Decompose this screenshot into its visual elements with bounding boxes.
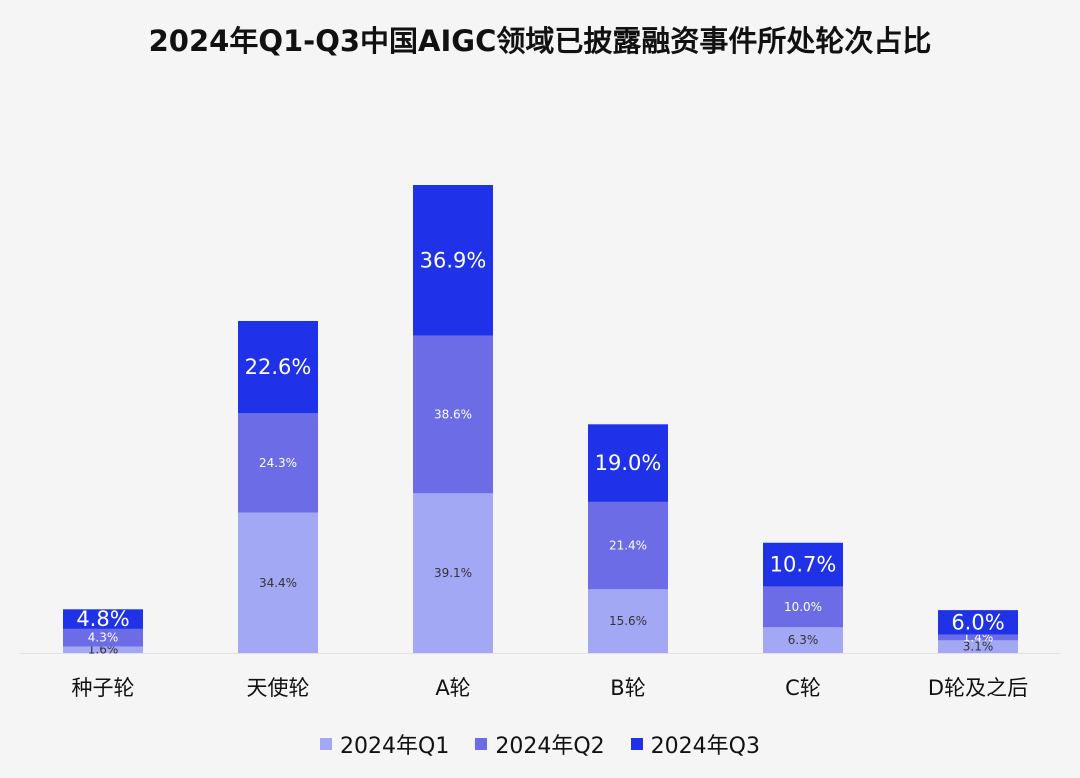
data-label: 4.8% [76,607,129,631]
legend-item: 2024年Q3 [630,728,760,760]
bar-segment [938,634,1018,641]
bar-segment [588,589,668,653]
legend: 2024年Q1 2024年Q2 2024年Q3 [0,728,1080,760]
bar-segment [938,610,1018,635]
data-label: 39.1% [434,566,472,580]
bar-segment [63,646,143,653]
bar-segment [763,627,843,653]
bar-segment [588,424,668,502]
legend-item: 2024年Q2 [475,728,605,760]
category-label: 种子轮 [72,676,135,700]
data-label: 10.7% [770,553,837,577]
bar-segment [413,493,493,653]
data-label: 36.9% [420,248,487,272]
bar-segment [763,586,843,628]
bar-segment [238,512,318,653]
data-label: 4.3% [88,631,119,645]
chart-title: 2024年Q1-Q3中国AIGC领域已披露融资事件所处轮次占比 [148,24,932,58]
legend-label: 2024年Q3 [650,734,760,759]
legend-label: 2024年Q2 [495,734,605,759]
data-label: 34.4% [259,576,297,590]
legend-item: 2024年Q1 [320,728,449,760]
data-label: 21.4% [609,539,647,553]
data-label: 24.3% [259,456,297,470]
data-label: 22.6% [245,355,312,379]
bar-segment [63,628,143,647]
legend-swatch [630,738,643,750]
category-label: B轮 [610,676,645,700]
bar-segment [588,501,668,590]
legend-swatch [475,738,488,750]
bar-segment [413,335,493,494]
bar-segment [763,542,843,587]
data-label: 6.3% [788,633,819,647]
data-label: 38.6% [434,408,472,422]
bar-segment [63,609,143,629]
legend-label: 2024年Q1 [340,734,450,759]
legend-swatch [320,738,333,750]
category-label: D轮及之后 [928,676,1028,700]
bar-segment [938,640,1018,653]
data-label: 6.0% [951,610,1004,634]
bar-segment [413,185,493,336]
data-label: 15.6% [609,614,647,628]
bar-segment [238,320,318,414]
data-label: 19.0% [595,451,662,475]
bar-segment [238,413,318,513]
category-label: A轮 [435,676,470,700]
data-label: 10.0% [784,600,822,614]
category-label: 天使轮 [247,676,310,700]
data-label: 3.1% [963,640,994,654]
category-label: C轮 [785,676,821,700]
